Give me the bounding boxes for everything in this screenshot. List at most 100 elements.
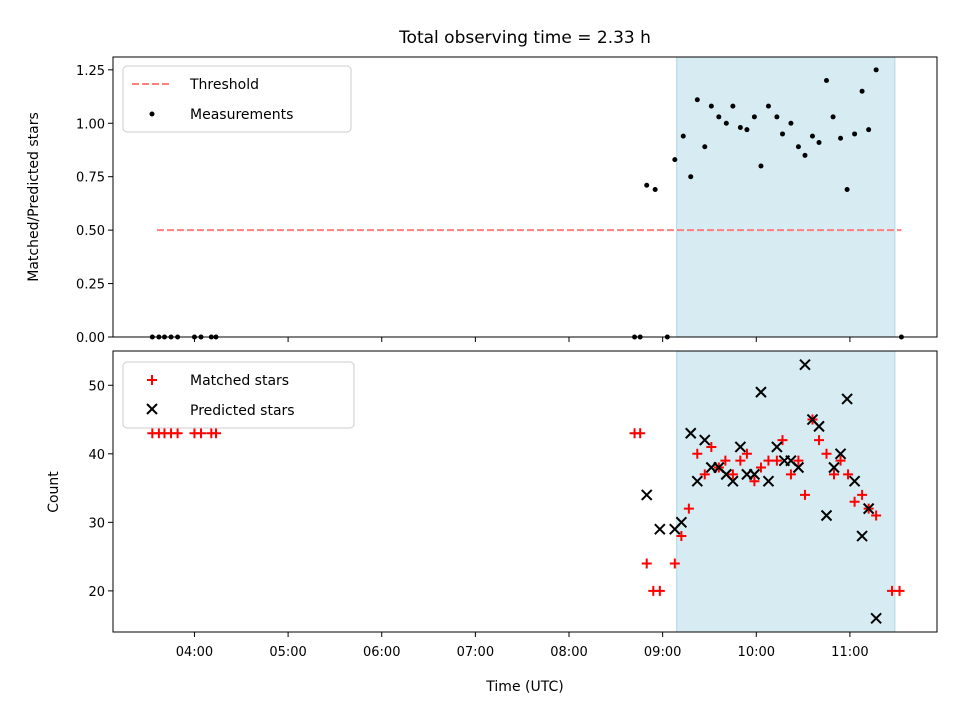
legend-predicted-label: Predicted stars [190, 403, 295, 419]
x-tick-label: 09:00 [644, 645, 681, 660]
matched-star-point [814, 435, 825, 446]
measurement-point [774, 114, 780, 120]
matched-star-point [843, 469, 854, 480]
measurement-point [765, 103, 771, 109]
matched-star-point [196, 428, 207, 439]
predicted-star-point [727, 475, 739, 487]
y-tick-label: 0.50 [76, 224, 105, 239]
predicted-star-point [685, 427, 697, 439]
matched-star-point [857, 489, 868, 500]
x-tick-label: 08:00 [550, 645, 587, 660]
legend-matched-swatch [147, 375, 157, 385]
predicted-star-point [675, 516, 688, 529]
matched-star-point [692, 448, 703, 459]
predicted-star-point [734, 441, 747, 453]
measurement-point [672, 157, 678, 163]
observing-window-shade [676, 56, 896, 338]
measurement-point [795, 144, 801, 150]
bottom-x-ticks: 04:00 05:00 06:00 07:00 08:00 09:00 10:00 11:00 [176, 632, 869, 660]
x-tick-label: 11:00 [831, 645, 868, 660]
x-axis-label: Time (UTC) [485, 679, 563, 695]
matched-star-point [676, 531, 687, 542]
predicted-star-point [834, 448, 847, 460]
x-tick-label: 05:00 [269, 645, 306, 660]
matched-star-point [793, 455, 804, 466]
matched-star-point [849, 496, 860, 507]
predicted-star-point [762, 475, 775, 487]
predicted-star-point [691, 475, 703, 487]
legend-threshold-label: Threshold [189, 77, 259, 93]
measurement-point [866, 127, 872, 133]
matched-star-point [835, 455, 846, 466]
legend-measurements-label: Measurements [190, 107, 293, 123]
y-tick-label: 0.00 [76, 331, 105, 346]
bottom-legend: Matched stars Predicted stars [122, 361, 355, 429]
measurement-point [780, 131, 785, 137]
predicted-star-point [748, 468, 761, 481]
matched-star-point [635, 428, 646, 439]
measurement-point [824, 78, 830, 84]
matched-star-point [669, 558, 680, 569]
predicted-star-point [841, 393, 853, 405]
bottom-y-ticks: 20 30 40 50 [88, 379, 113, 600]
x-tick-label: 06:00 [363, 645, 400, 660]
measurement-point [758, 163, 764, 169]
x-tick-label: 07:00 [457, 645, 494, 660]
bottom-legend-box [122, 361, 355, 429]
legend-predicted-swatch [146, 403, 158, 415]
y-tick-label: 1.25 [76, 64, 105, 79]
predicted-star-point [813, 420, 825, 433]
top-panel: 0.00 0.25 0.50 0.75 1.00 1.25 Matched/Predict… [26, 56, 938, 346]
y-tick-label: 0.25 [76, 278, 105, 293]
predicted-star-point [870, 612, 882, 625]
x-tick-label: 10:00 [738, 645, 775, 660]
measurement-point [644, 182, 650, 188]
measurement-point [788, 120, 794, 126]
top-legend-box [122, 65, 352, 133]
matched-star-point [211, 428, 221, 439]
measurement-point [694, 97, 700, 103]
predicted-stars-points [641, 358, 882, 625]
measurement-point [730, 103, 736, 109]
matched-star-point [699, 469, 710, 480]
predicted-star-point [654, 523, 666, 535]
predicted-star-point [828, 461, 840, 474]
predicted-star-point [792, 461, 805, 474]
bottom-y-axis-label: Count [46, 471, 62, 513]
predicted-star-point [856, 530, 868, 542]
matched-star-point [727, 469, 738, 480]
top-y-ticks: 0.00 0.25 0.50 0.75 1.00 1.25 [76, 64, 113, 346]
measurement-point [702, 144, 708, 150]
matched-star-point [720, 455, 731, 466]
matched-star-point [735, 455, 746, 466]
matched-star-point [871, 510, 882, 521]
measurement-point [852, 131, 858, 137]
measurement-point [680, 133, 686, 139]
y-tick-label: 20 [88, 585, 105, 600]
figure-title: Total observing time = 2.33 h [398, 28, 651, 48]
matched-star-point [741, 448, 752, 459]
measurement-point [723, 120, 729, 126]
bottom-axes-frame [112, 350, 938, 633]
measurement-point [737, 125, 743, 131]
matched-star-point [749, 476, 760, 487]
matched-star-point [785, 469, 796, 480]
top-legend: Threshold Measurements [122, 65, 352, 133]
predicted-star-point [799, 358, 811, 371]
predicted-star-point [820, 509, 833, 522]
matched-star-point [799, 489, 810, 500]
matched-star-point [172, 428, 183, 439]
matched-star-point [829, 469, 839, 480]
matched-star-point [821, 448, 832, 459]
top-y-axis-label: Matched/Predicted stars [26, 112, 42, 282]
measurement-point [859, 88, 865, 94]
predicted-star-point [771, 441, 783, 453]
measurement-point [708, 103, 714, 109]
measurement-point [809, 133, 815, 139]
legend-measurements-swatch [149, 111, 155, 117]
matched-star-point [771, 455, 782, 466]
measurement-point [716, 114, 722, 120]
top-x-ticks [193, 337, 851, 342]
observing-window-shade [676, 350, 896, 633]
